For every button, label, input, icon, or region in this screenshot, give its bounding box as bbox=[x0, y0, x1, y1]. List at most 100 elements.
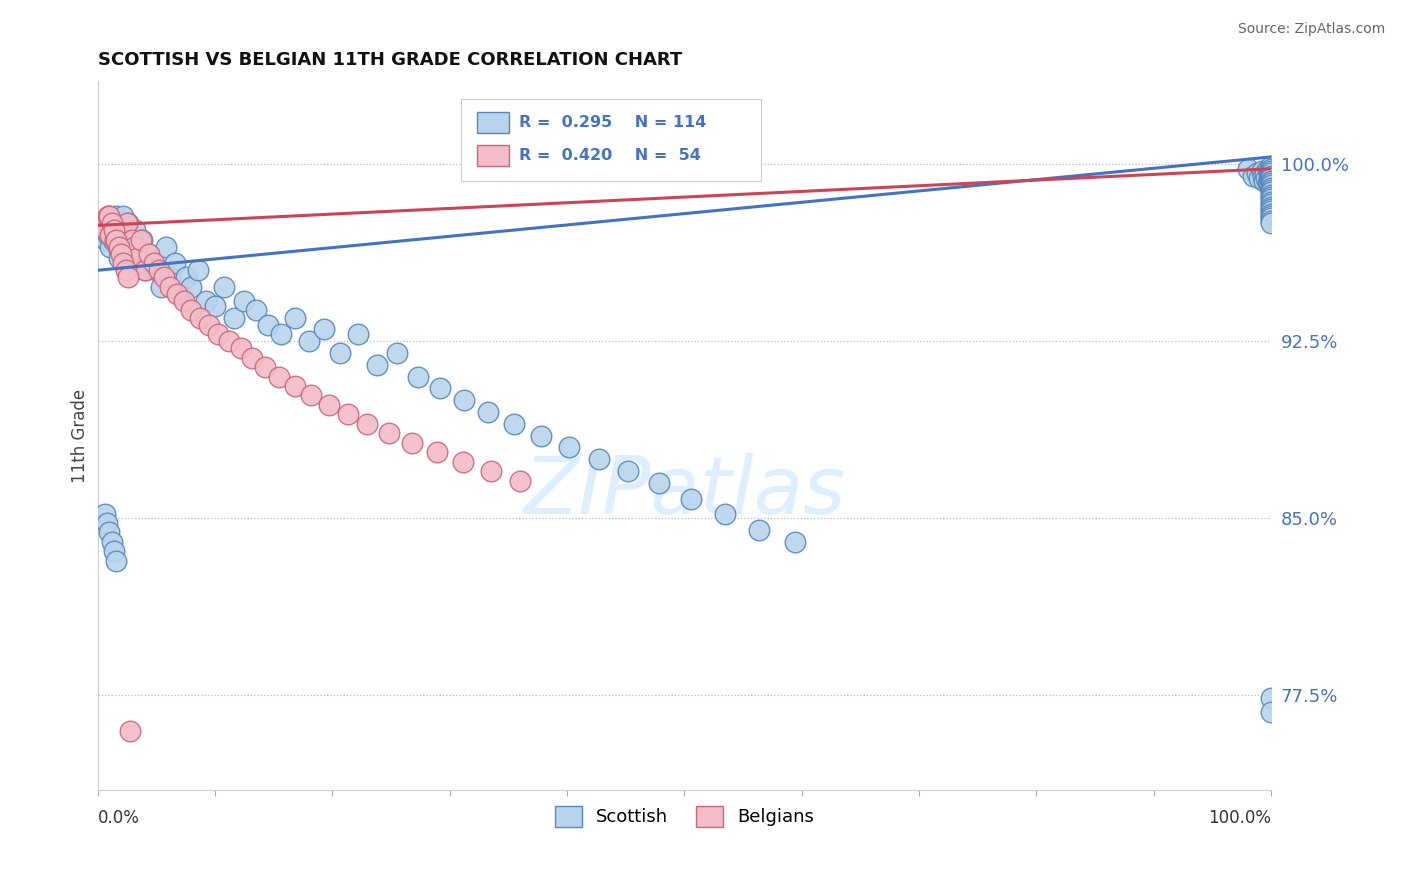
Point bbox=[129, 233, 152, 247]
Point bbox=[318, 398, 340, 412]
Point bbox=[93, 507, 115, 521]
Point bbox=[105, 554, 128, 568]
Point bbox=[98, 209, 121, 223]
Point bbox=[1260, 180, 1282, 194]
Point bbox=[1260, 187, 1282, 202]
Point bbox=[111, 227, 134, 242]
Point bbox=[530, 428, 553, 442]
Point bbox=[128, 252, 150, 266]
Point bbox=[112, 209, 135, 223]
Point bbox=[97, 209, 120, 223]
Point bbox=[141, 256, 163, 270]
Point bbox=[114, 252, 136, 266]
Point bbox=[269, 369, 291, 384]
Point bbox=[284, 310, 307, 325]
Text: ZIPatlas: ZIPatlas bbox=[523, 453, 845, 532]
Point bbox=[120, 723, 142, 738]
Point bbox=[105, 209, 128, 223]
Point bbox=[1253, 173, 1275, 187]
Point bbox=[93, 223, 115, 237]
Point bbox=[180, 280, 202, 294]
Point bbox=[134, 263, 156, 277]
Point bbox=[1250, 164, 1272, 178]
Point bbox=[122, 240, 145, 254]
Point bbox=[336, 408, 359, 422]
Point bbox=[1260, 171, 1282, 186]
Point bbox=[233, 293, 256, 308]
Point bbox=[284, 379, 307, 393]
Point bbox=[114, 223, 136, 237]
Point bbox=[1257, 176, 1279, 190]
Point bbox=[169, 287, 191, 301]
Point bbox=[103, 216, 125, 230]
Point bbox=[588, 452, 610, 467]
Point bbox=[98, 525, 121, 540]
Point bbox=[1260, 160, 1282, 174]
Point bbox=[103, 544, 125, 558]
Point bbox=[117, 270, 139, 285]
Point bbox=[120, 227, 142, 242]
Point bbox=[1260, 197, 1282, 211]
Point bbox=[1246, 166, 1268, 180]
FancyBboxPatch shape bbox=[477, 112, 509, 133]
Point bbox=[188, 310, 211, 325]
Point bbox=[108, 240, 131, 254]
Point bbox=[111, 240, 134, 254]
Point bbox=[115, 216, 138, 230]
Point bbox=[1260, 216, 1282, 230]
Point bbox=[453, 393, 475, 408]
Point bbox=[104, 233, 127, 247]
Point bbox=[1243, 169, 1265, 183]
Point bbox=[107, 240, 129, 254]
Point bbox=[121, 233, 143, 247]
Point bbox=[115, 233, 138, 247]
Point bbox=[117, 216, 139, 230]
Point bbox=[1251, 169, 1274, 183]
Point bbox=[96, 516, 118, 530]
Point bbox=[1260, 194, 1282, 209]
Point bbox=[194, 293, 217, 308]
Point bbox=[503, 417, 526, 431]
Point bbox=[1256, 171, 1278, 186]
Point bbox=[187, 263, 209, 277]
Point bbox=[1249, 171, 1271, 186]
Point bbox=[107, 223, 129, 237]
Point bbox=[1260, 164, 1282, 178]
Point bbox=[155, 240, 177, 254]
Point bbox=[204, 299, 226, 313]
Point bbox=[1260, 213, 1282, 227]
Point bbox=[1260, 204, 1282, 219]
Point bbox=[1260, 161, 1282, 176]
Point bbox=[312, 322, 335, 336]
Point bbox=[647, 475, 669, 490]
Point bbox=[124, 223, 146, 237]
Point bbox=[138, 246, 160, 260]
Point bbox=[1260, 705, 1282, 719]
Point bbox=[1260, 166, 1282, 180]
Point bbox=[148, 263, 170, 277]
Point bbox=[1260, 209, 1282, 223]
Point bbox=[118, 246, 141, 260]
Point bbox=[112, 256, 135, 270]
Point bbox=[98, 209, 121, 223]
Point bbox=[477, 405, 499, 419]
Point bbox=[118, 246, 141, 260]
Y-axis label: 11th Grade: 11th Grade bbox=[72, 389, 89, 483]
Point bbox=[1258, 166, 1281, 180]
Point bbox=[783, 535, 806, 549]
Point bbox=[245, 303, 267, 318]
Point bbox=[121, 240, 143, 254]
Point bbox=[105, 233, 128, 247]
Point bbox=[145, 263, 167, 277]
Point bbox=[114, 233, 136, 247]
Point bbox=[104, 227, 127, 242]
Point bbox=[1236, 161, 1258, 176]
Point bbox=[136, 246, 159, 260]
Point bbox=[356, 417, 378, 431]
Point bbox=[406, 369, 429, 384]
Point bbox=[1260, 200, 1282, 214]
Point bbox=[1258, 171, 1281, 186]
Point bbox=[242, 351, 264, 365]
Text: 100.0%: 100.0% bbox=[1208, 809, 1271, 827]
Point bbox=[385, 346, 408, 360]
